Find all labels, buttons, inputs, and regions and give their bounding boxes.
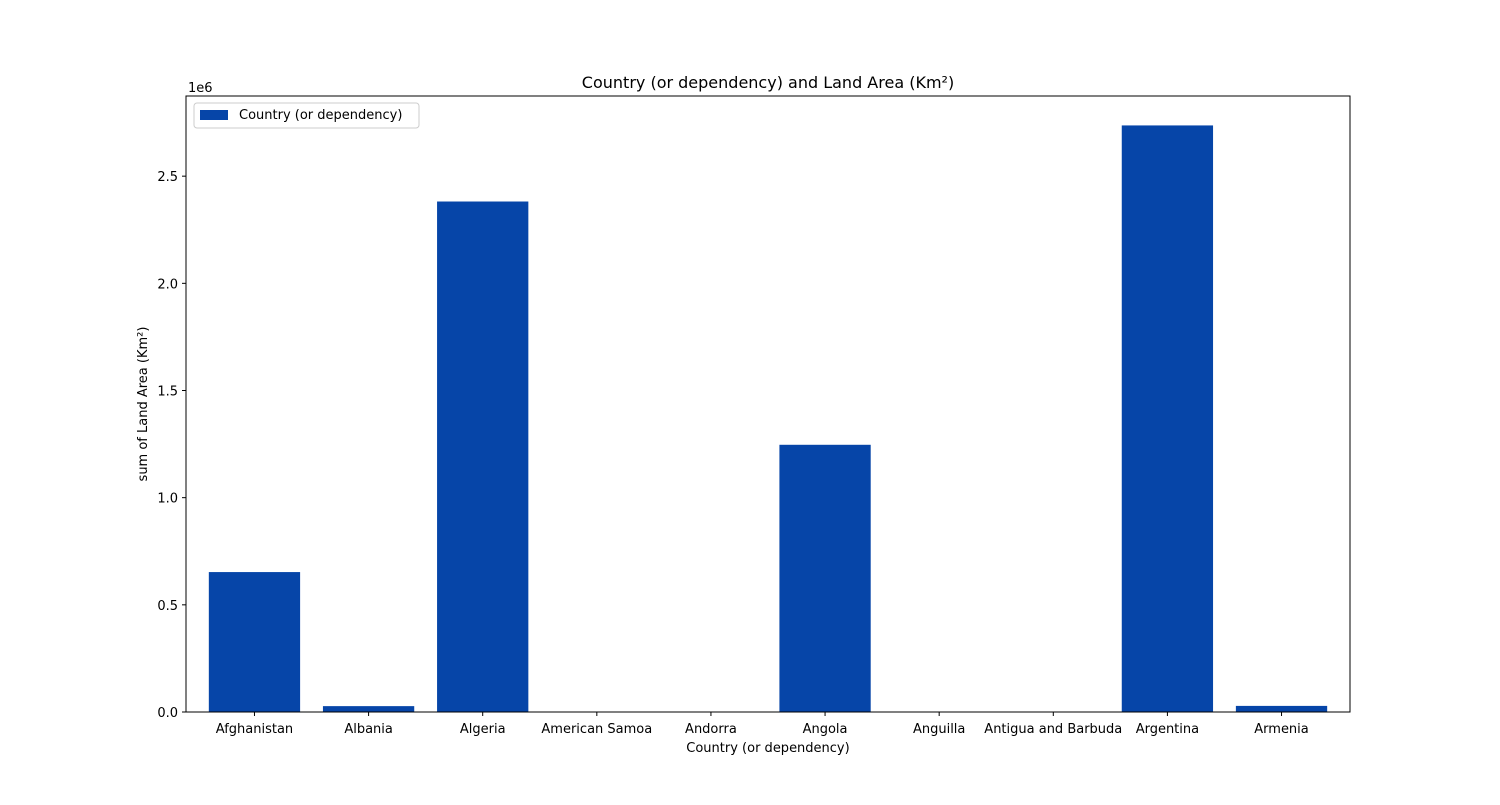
x-tick-label: Anguilla [913, 722, 965, 737]
y-tick-label: 2.0 [157, 277, 178, 292]
legend-swatch [200, 110, 228, 120]
x-tick-label: Afghanistan [216, 722, 293, 737]
x-axis-label: Country (or dependency) [686, 741, 849, 756]
x-tick-label: American Samoa [541, 722, 652, 737]
y-axis-offset-label: 1e6 [188, 81, 213, 96]
bar-angola [779, 445, 870, 712]
x-tick-label: Argentina [1136, 722, 1199, 737]
y-tick-label: 0.0 [157, 706, 178, 721]
y-tick-label: 0.5 [157, 599, 178, 614]
x-tick-label: Albania [344, 722, 393, 737]
bar-armenia [1236, 706, 1327, 712]
legend-label: Country (or dependency) [239, 108, 402, 123]
bar-afghanistan [209, 572, 300, 712]
y-tick-label: 1.0 [157, 492, 178, 507]
bar-algeria [437, 202, 528, 712]
x-tick-label: Antigua and Barbuda [984, 722, 1122, 737]
chart-title: Country (or dependency) and Land Area (K… [582, 73, 954, 92]
y-tick-label: 1.5 [157, 384, 178, 399]
x-tick-label: Angola [803, 722, 848, 737]
bar-argentina [1122, 125, 1213, 712]
legend: Country (or dependency) [194, 103, 419, 128]
bar-albania [323, 706, 414, 712]
y-axis-label: sum of Land Area (Km²) [136, 327, 151, 482]
x-tick-label: Andorra [685, 722, 737, 737]
x-tick-label: Armenia [1254, 722, 1309, 737]
y-tick-label: 2.5 [157, 170, 178, 185]
x-tick-label: Algeria [460, 722, 506, 737]
